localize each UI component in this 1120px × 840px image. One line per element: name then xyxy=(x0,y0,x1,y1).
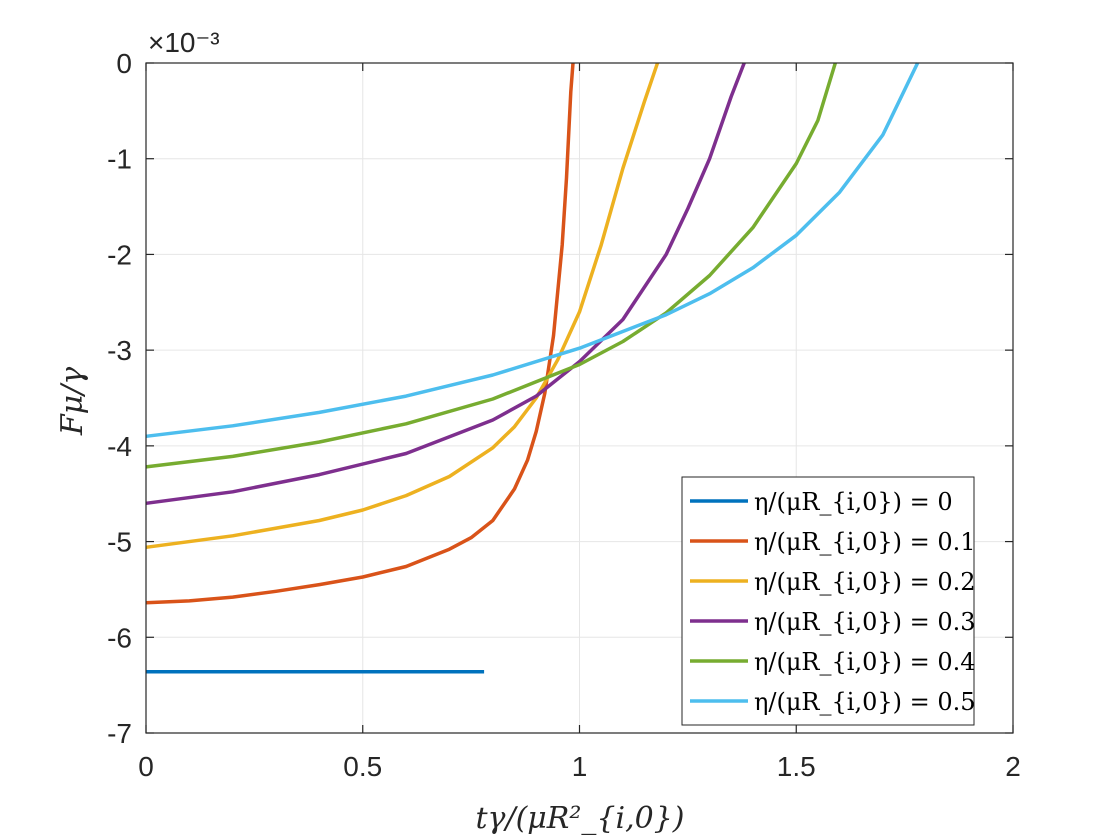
y-tick-label: -3 xyxy=(107,335,132,366)
ticks: 0 0.5 1 1.5 2 0 -1 -2 -3 -4 -5 -6 -7 xyxy=(107,48,1021,782)
legend-entry-2: η/(μR_{i,0}) = 0.2 xyxy=(754,568,976,596)
series-line-4 xyxy=(145,62,837,469)
y-exponent-label: ×10⁻³ xyxy=(148,27,220,58)
x-tick-label: 0.5 xyxy=(343,751,382,782)
legend-entry-1: η/(μR_{i,0}) = 0.1 xyxy=(754,528,976,556)
x-tick-label: 0 xyxy=(138,751,154,782)
y-tick-label: 0 xyxy=(116,48,132,79)
x-tick-label: 1.5 xyxy=(777,751,816,782)
series-line-5 xyxy=(145,62,920,439)
series-line-2 xyxy=(145,62,660,550)
y-tick-label: -6 xyxy=(107,622,132,653)
y-tick-label: -7 xyxy=(107,718,132,749)
legend-entry-5: η/(μR_{i,0}) = 0.5 xyxy=(754,688,976,716)
legend-box xyxy=(681,476,975,726)
x-tick-label: 1 xyxy=(572,751,588,782)
series-group xyxy=(145,62,920,674)
y-axis-label: Fμ/γ xyxy=(55,367,90,436)
x-axis-label: tγ/(μR²_{i,0}) xyxy=(475,801,684,836)
y-tick-label: -1 xyxy=(107,144,132,175)
y-tick-label: -5 xyxy=(107,527,132,558)
legend-entry-0: η/(μR_{i,0}) = 0 xyxy=(754,488,953,516)
series-line-1 xyxy=(145,62,575,605)
series-line-3 xyxy=(145,62,746,506)
legend-entry-3: η/(μR_{i,0}) = 0.3 xyxy=(754,608,976,636)
x-tick-label: 2 xyxy=(1005,751,1021,782)
legend: η/(μR_{i,0}) = 0 η/(μR_{i,0}) = 0.1 η/(μR_… xyxy=(681,476,976,726)
y-tick-label: -2 xyxy=(107,239,132,270)
y-tick-label: -4 xyxy=(107,431,132,462)
legend-entry-4: η/(μR_{i,0}) = 0.4 xyxy=(754,648,976,676)
